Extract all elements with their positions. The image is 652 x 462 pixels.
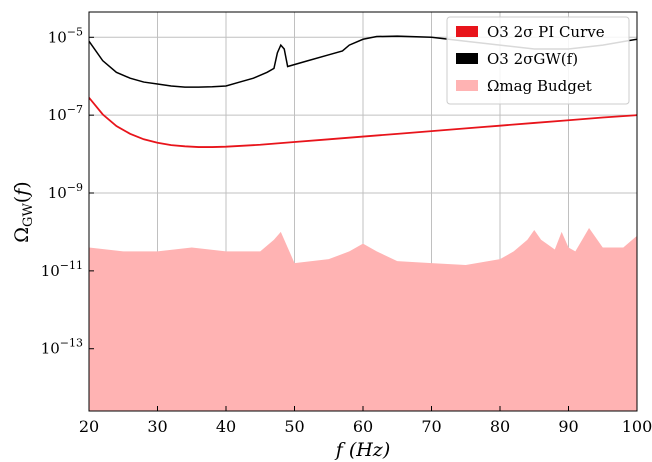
x-tick-label: 90 [558, 417, 578, 436]
legend-swatch-budget [456, 80, 478, 91]
y-axis-label: ΩGW(f) [11, 181, 36, 242]
legend-label-pi-curve: O3 2σ PI Curve [487, 23, 605, 41]
legend-swatch-sigma [456, 53, 478, 64]
x-tick-label: 20 [79, 417, 99, 436]
x-tick-label: 50 [284, 417, 304, 436]
legend-label-budget: Ωmag Budget [487, 77, 592, 95]
y-tick-label: 10−11 [41, 259, 83, 280]
legend: O3 2σ PI Curve O3 2σGW(f) Ωmag Budget [446, 16, 630, 105]
x-tick-label: 40 [216, 417, 236, 436]
x-tick-label: 100 [622, 417, 652, 436]
y-tick-label: 10−7 [48, 103, 83, 124]
y-tick-label: 10−9 [48, 181, 83, 202]
budget-area [89, 228, 637, 411]
x-tick-label: 70 [421, 417, 441, 436]
pi-curve [89, 97, 637, 148]
x-tick-label: 60 [353, 417, 373, 436]
x-tick-label: 30 [147, 417, 167, 436]
legend-swatch-pi-curve [456, 26, 478, 37]
x-axis-ticks: 20 30 40 50 60 70 80 90 100 [79, 406, 652, 436]
legend-box [446, 16, 630, 105]
legend-label-sigma: O3 2σGW(f) [487, 50, 578, 68]
y-tick-label: 10−5 [48, 25, 83, 46]
x-tick-label: 80 [490, 417, 510, 436]
y-axis-ticks: 10−13 10−11 10−9 10−7 10−5 [41, 25, 94, 358]
y-tick-label: 10−13 [41, 337, 83, 358]
x-axis-label: f (Hz) [334, 439, 390, 461]
